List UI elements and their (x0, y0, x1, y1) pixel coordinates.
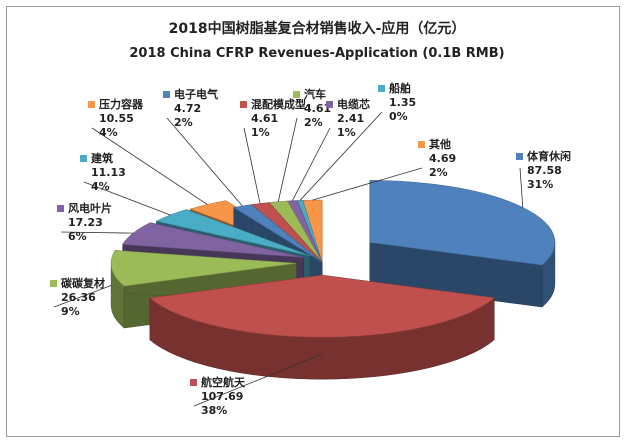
slice-value: 87.58 (527, 164, 562, 177)
pie-slice-1 (369, 180, 556, 308)
slice-name: 体育休闲 (527, 149, 571, 163)
label-swatch (240, 101, 247, 108)
label-swatch (163, 91, 170, 98)
slice-percent: 31% (527, 178, 553, 191)
leader-line (53, 284, 112, 308)
label-swatch (326, 101, 333, 108)
slice-percent: 1% (337, 126, 356, 139)
label-swatch (88, 101, 95, 108)
slice-percent: 2% (429, 166, 448, 179)
slice-name: 其他 (429, 137, 451, 151)
slice-name: 建筑 (91, 151, 113, 165)
slice-value: 26.36 (61, 291, 96, 304)
slice-value: 17.23 (68, 216, 103, 229)
label-swatch (50, 280, 57, 287)
label-swatch (293, 91, 300, 98)
label-swatch (378, 85, 385, 92)
slice-percent: 9% (61, 305, 80, 318)
slice-value: 4.61 (251, 112, 278, 125)
chart-title: 2018中国树脂基复合材销售收入-应用（亿元） (169, 20, 466, 37)
slice-percent: 4% (99, 126, 118, 139)
chart-subtitle: 2018 China CFRP Revenues-Application (0.… (129, 46, 504, 61)
slice-percent: 38% (201, 404, 227, 417)
label-swatch (516, 153, 523, 160)
slice-value: 1.35 (389, 96, 416, 109)
leader-line (166, 117, 243, 207)
slice-value: 4.69 (429, 152, 456, 165)
slice-percent: 0% (389, 110, 408, 123)
slice-value: 4.61 (304, 102, 331, 115)
label-swatch (190, 379, 197, 386)
slice-label-12: 其他4.692% (312, 137, 456, 201)
leader-line (60, 231, 134, 234)
slice-name: 混配模成型 (251, 97, 306, 111)
slice-name: 风电叶片 (68, 201, 112, 215)
leader-line (91, 127, 208, 205)
leader-line (277, 117, 298, 202)
slice-percent: 6% (68, 230, 87, 243)
leader-line (299, 111, 383, 201)
slice-name: 碳碳复材 (61, 276, 105, 290)
slice-name: 汽车 (304, 87, 326, 101)
slice-name: 航空航天 (201, 375, 246, 389)
slice-value: 2.41 (337, 112, 364, 125)
slice-percent: 2% (174, 116, 193, 129)
slice-name: 压力容器 (99, 97, 144, 111)
leader-line (83, 181, 171, 216)
slice-name: 船舶 (389, 81, 411, 95)
slice-percent: 4% (91, 180, 110, 193)
pie-slice-2 (149, 274, 495, 380)
leader-line (519, 167, 524, 208)
slice-name: 电子电气 (174, 87, 218, 101)
slice-value: 107.69 (201, 390, 243, 403)
slice-value: 11.13 (91, 166, 126, 179)
slice-value: 4.72 (174, 102, 201, 115)
slice-percent: 1% (251, 126, 270, 139)
leader-line (193, 353, 323, 407)
slice-label-11: 船舶1.350% (299, 81, 416, 201)
slice-name: 电缆芯 (337, 97, 370, 111)
slice-label-9: 汽车4.612% (277, 87, 331, 202)
leader-line (292, 127, 331, 201)
leader-line (312, 167, 423, 201)
label-swatch (80, 155, 87, 162)
leader-line (243, 127, 261, 204)
label-swatch (418, 141, 425, 148)
label-swatch (57, 205, 64, 212)
slice-percent: 2% (304, 116, 323, 129)
slice-value: 10.55 (99, 112, 134, 125)
